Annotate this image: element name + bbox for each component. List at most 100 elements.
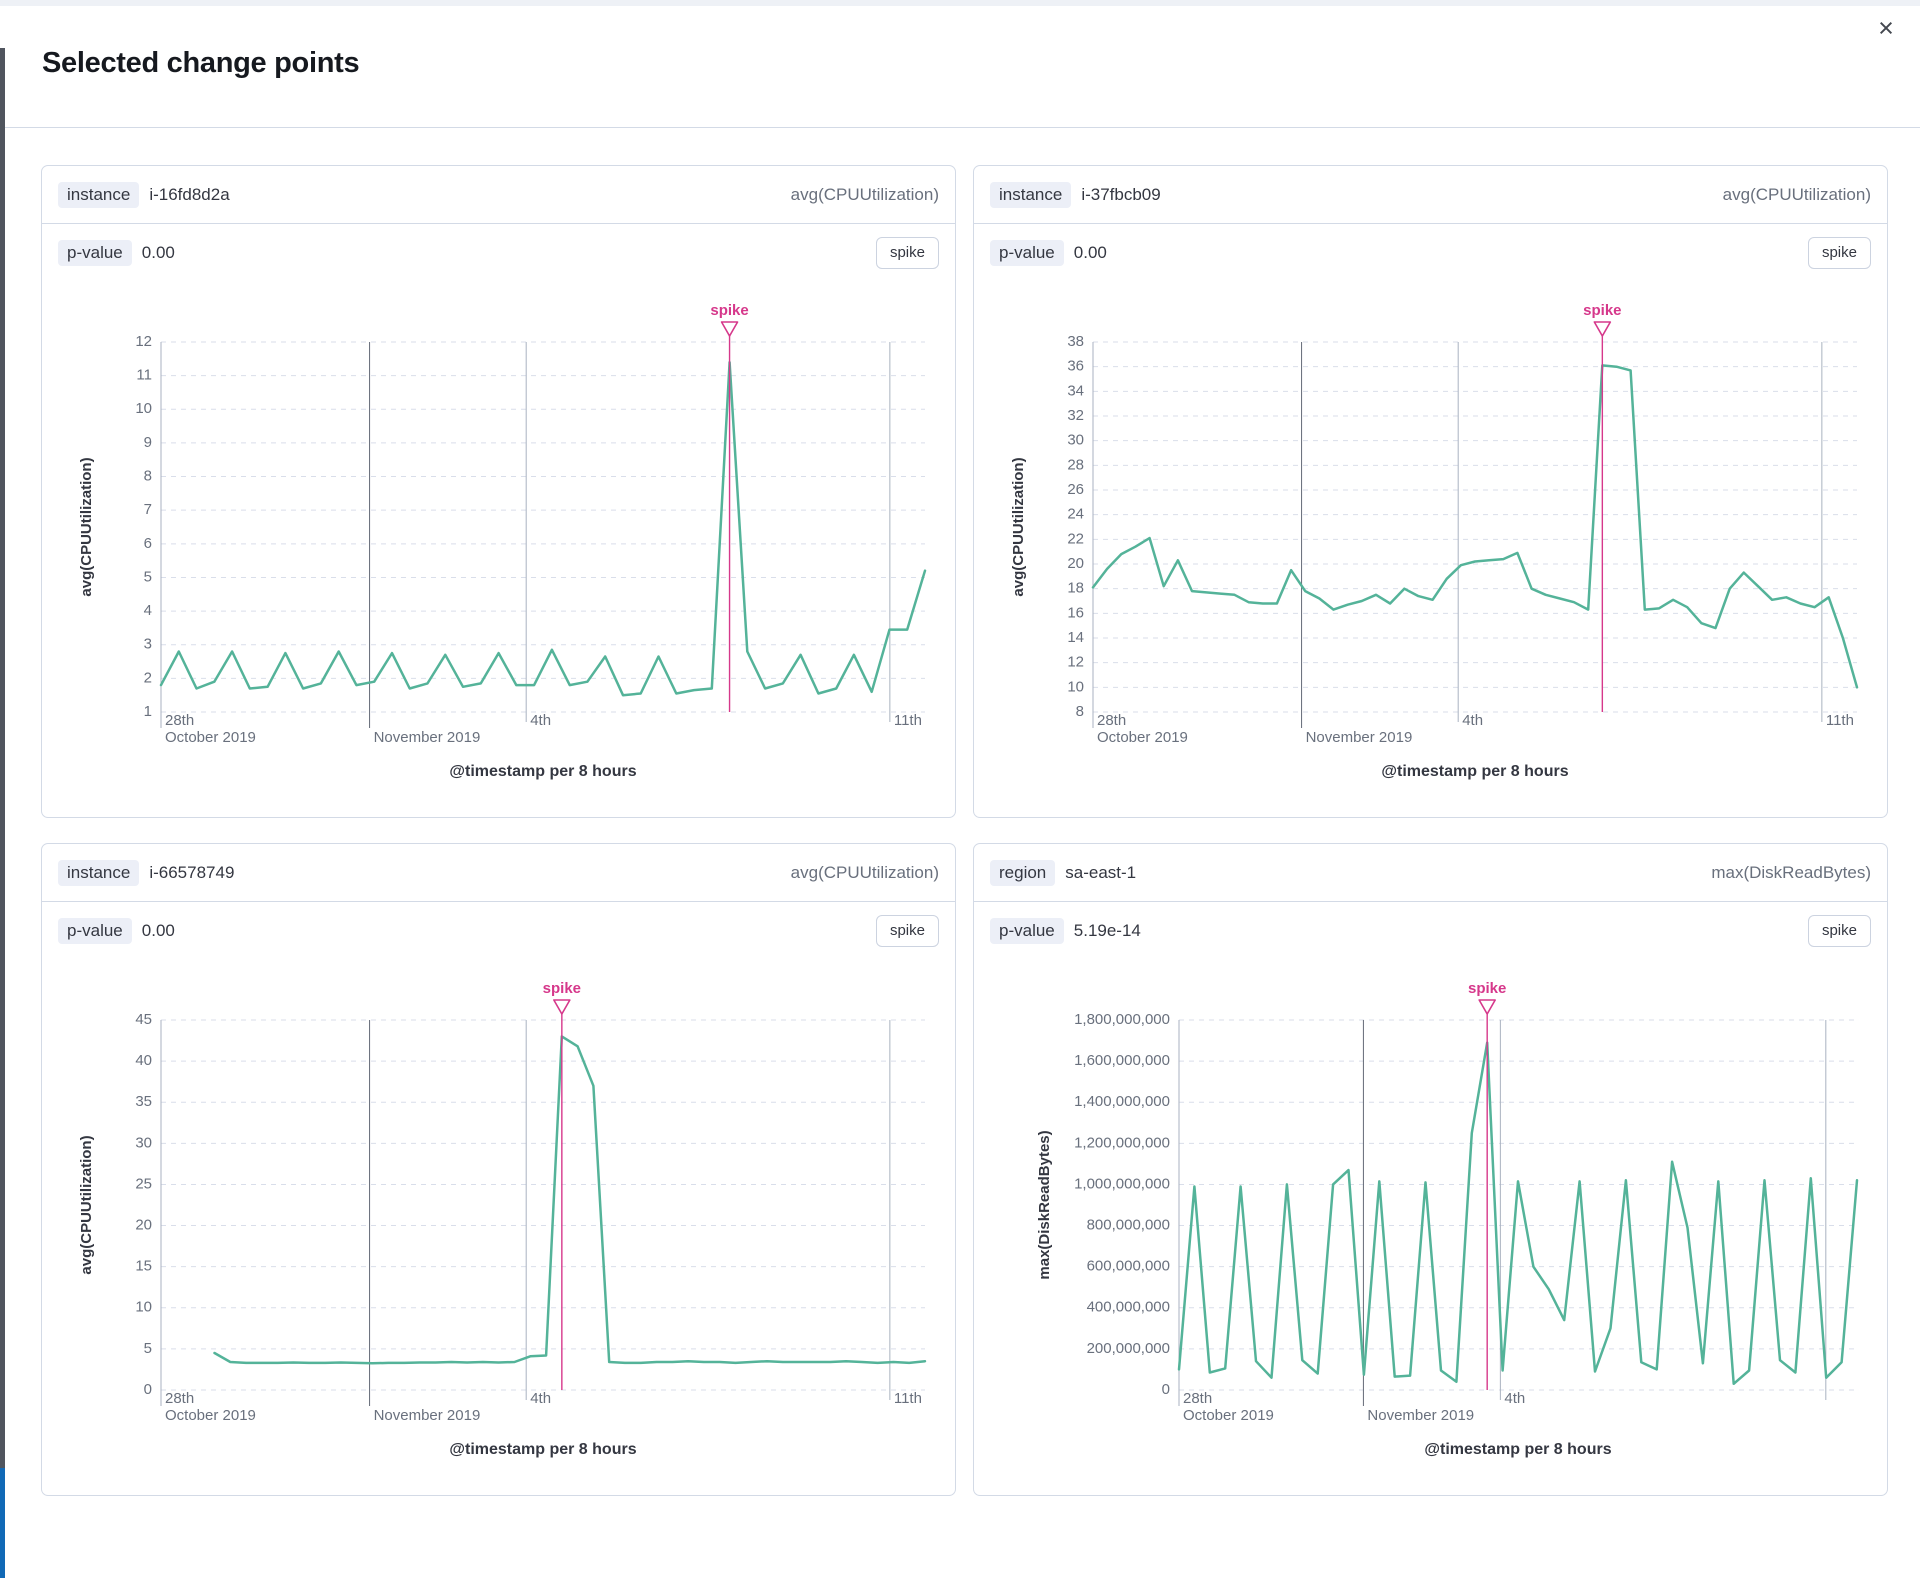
field-badge: instance (58, 181, 140, 208)
card-header: instance i-66578749 avg(CPUUtilization) (42, 844, 955, 902)
spike-annotation-label: spike (1583, 302, 1621, 319)
line-chart: 8 10 12 14 16 18 20 22 24 26 28 30 32 34 36 38 28thOctob… (1010, 302, 1859, 780)
y-tick-label: 1 (144, 703, 152, 720)
change-point-card-3: instance i-66578749 avg(CPUUtilization) … (41, 843, 956, 1496)
pvalue-badge: p-value (990, 917, 1064, 944)
x-tick-label: 4th (1462, 712, 1483, 729)
y-tick-label: 14 (1067, 629, 1084, 646)
change-point-card-4: region sa-east-1 max(DiskReadBytes) p-va… (973, 843, 1888, 1496)
y-tick-label: 1,400,000,000 (1074, 1093, 1170, 1110)
spike-annotation-label: spike (543, 980, 581, 997)
card-subheader: p-value 0.00 spike (42, 224, 955, 281)
y-axis-title: avg(CPUUtilization) (1010, 457, 1027, 596)
x-axis-title: @timestamp per 8 hours (1424, 1441, 1611, 1458)
background-page-edge (0, 48, 5, 1468)
change-type-button[interactable]: spike (875, 236, 939, 269)
y-tick-label: 1,800,000,000 (1074, 1011, 1170, 1028)
y-tick-label: 3 (144, 636, 152, 653)
pvalue-badge: p-value (58, 917, 132, 944)
y-tick-label: 32 (1067, 407, 1084, 424)
x-tick-label: 28th (1097, 712, 1126, 729)
x-tick-label: November 2019 (1367, 1407, 1474, 1424)
y-axis-title: avg(CPUUtilization) (78, 1135, 95, 1274)
y-tick-label: 40 (135, 1052, 152, 1069)
y-tick-label: 16 (1067, 604, 1084, 621)
pvalue-value: 0.00 (1073, 242, 1107, 262)
y-tick-label: 1,000,000,000 (1074, 1175, 1170, 1192)
y-tick-label: 10 (1067, 678, 1084, 695)
metric-line-series (1091, 364, 1859, 689)
y-tick-label: 4 (144, 602, 152, 619)
page-title: Selected change points (42, 47, 360, 80)
close-icon[interactable]: × (1870, 12, 1902, 44)
y-tick-label: 22 (1067, 530, 1084, 547)
x-tick-label: 28th (165, 712, 194, 729)
x-tick-label: 4th (530, 712, 551, 729)
field-value: sa-east-1 (1065, 862, 1137, 882)
x-tick-label: 11th (894, 712, 922, 729)
y-tick-label: 10 (135, 1299, 152, 1316)
pvalue-value: 5.19e-14 (1073, 920, 1141, 940)
x-tick-label: 4th (1504, 1390, 1525, 1407)
y-tick-label: 6 (144, 535, 152, 552)
pvalue-badge: p-value (990, 239, 1064, 266)
x-tick-label: October 2019 (165, 729, 256, 746)
field-badge: region (990, 859, 1056, 886)
pvalue-value: 0.00 (141, 920, 175, 940)
y-tick-label: 1,200,000,000 (1074, 1134, 1170, 1151)
metric-line-series (159, 360, 927, 697)
pvalue-badge: p-value (58, 239, 132, 266)
y-tick-label: 30 (135, 1134, 152, 1151)
y-tick-label: 1,600,000,000 (1074, 1052, 1170, 1069)
change-type-button[interactable]: spike (875, 914, 939, 947)
card-header: instance i-16fd8d2a avg(CPUUtilization) (42, 166, 955, 224)
y-axis-title: avg(CPUUtilization) (78, 457, 95, 596)
y-tick-label: 9 (144, 434, 152, 451)
metric-label: avg(CPUUtilization) (790, 862, 939, 882)
y-tick-label: 30 (1067, 432, 1084, 449)
change-type-button[interactable]: spike (1807, 914, 1871, 947)
field-value: i-66578749 (149, 862, 235, 882)
card-subheader: p-value 5.19e-14 spike (974, 902, 1887, 959)
y-tick-label: 200,000,000 (1087, 1340, 1170, 1357)
y-tick-label: 8 (1076, 703, 1084, 720)
metric-label: max(DiskReadBytes) (1711, 862, 1871, 882)
x-tick-label: 11th (894, 1390, 922, 1407)
metric-line-series (1177, 1041, 1859, 1386)
spike-marker-icon (720, 321, 739, 337)
x-tick-label: 4th (530, 1390, 551, 1407)
field-value: i-16fd8d2a (149, 184, 230, 204)
field-badge: instance (990, 181, 1072, 208)
field-value: i-37fbcb09 (1081, 184, 1161, 204)
line-chart: 0 200,000,000 400,000,000 600,000,000 800,00… (1036, 980, 1859, 1458)
x-tick-label: 28th (1183, 1390, 1212, 1407)
x-tick-label: 28th (165, 1390, 194, 1407)
x-tick-label: November 2019 (374, 729, 481, 746)
pvalue-value: 0.00 (141, 242, 175, 262)
y-tick-label: 38 (1067, 333, 1084, 350)
y-tick-label: 26 (1067, 481, 1084, 498)
page-top-strip (0, 0, 1920, 6)
metric-line-series (213, 1035, 927, 1365)
y-tick-label: 28 (1067, 456, 1084, 473)
card-header: region sa-east-1 max(DiskReadBytes) (974, 844, 1887, 902)
x-axis-title: @timestamp per 8 hours (1381, 763, 1568, 780)
y-tick-label: 11 (136, 367, 152, 384)
change-point-card-1: instance i-16fd8d2a avg(CPUUtilization) … (41, 165, 956, 818)
y-tick-label: 0 (1162, 1381, 1170, 1398)
change-type-button[interactable]: spike (1807, 236, 1871, 269)
y-tick-label: 8 (144, 468, 152, 485)
card-header: instance i-37fbcb09 avg(CPUUtilization) (974, 166, 1887, 224)
x-axis-title: @timestamp per 8 hours (449, 1441, 636, 1458)
y-tick-label: 7 (144, 501, 152, 518)
spike-annotation-label: spike (1468, 980, 1506, 997)
background-page-scroll-edge (0, 1468, 5, 1578)
y-tick-label: 34 (1067, 382, 1084, 399)
x-axis-title: @timestamp per 8 hours (449, 763, 636, 780)
spike-marker-icon (1593, 321, 1612, 337)
x-tick-label: October 2019 (1097, 729, 1188, 746)
y-tick-label: 12 (135, 333, 152, 350)
spike-marker-icon (1478, 999, 1496, 1015)
